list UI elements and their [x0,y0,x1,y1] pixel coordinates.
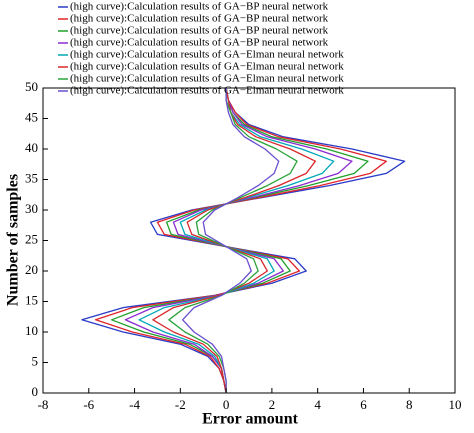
curve [94,87,387,394]
x-tick-label: -8 [38,397,49,412]
curve [81,87,406,394]
curve [152,87,317,394]
curve [111,87,369,394]
y-tick-label: 20 [25,262,38,277]
legend-label: (high curve):Calculation results of GA−E… [70,61,344,73]
y-axis-title: Number of samples [5,174,22,306]
curve [181,88,280,393]
y-tick-label: 15 [25,292,38,307]
x-tick-label: 8 [406,397,413,412]
legend-label: (high curve):Calculation results of GA−B… [70,13,329,25]
x-tick-label: 10 [449,397,462,412]
y-tick-label: 50 [25,79,38,94]
y-tick-label: 5 [32,353,39,368]
curve [124,87,353,394]
x-axis-title: Error amount [202,411,299,428]
legend-label: (high curve):Calculation results of GA−B… [70,1,329,13]
y-tick-label: 45 [25,109,38,124]
legend: (high curve):Calculation results of GA−B… [58,1,344,97]
x-tick-label: -4 [129,397,140,412]
y-tick-label: 10 [25,323,38,338]
curves [81,87,406,394]
x-tick-label: 4 [314,397,321,412]
legend-label: (high curve):Calculation results of GA−B… [70,37,329,49]
y-tick-label: 30 [25,201,38,216]
y-tick-label: 40 [25,140,38,155]
x-tick-label: -6 [83,397,94,412]
x-tick-label: -2 [175,397,186,412]
curve [168,88,298,393]
x-tick-label: 6 [360,397,367,412]
y-tick-label: 25 [25,231,38,246]
legend-label: (high curve):Calculation results of GA−E… [70,49,344,61]
x-tick-label: 2 [269,397,276,412]
y-tick-label: 35 [25,170,38,185]
x-tick-label: 0 [223,397,230,412]
curve [138,87,335,394]
y-tick-label: 0 [32,384,39,399]
plot-frame [42,87,456,394]
legend-label: (high curve):Calculation results of GA−B… [70,25,329,37]
legend-label: (high curve):Calculation results of GA−E… [70,73,344,85]
legend-label: (high curve):Calculation results of GA−E… [70,85,344,97]
